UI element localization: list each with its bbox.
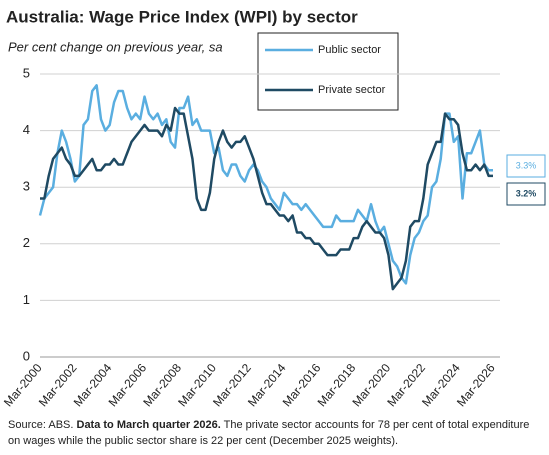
legend-label: Private sector <box>318 84 386 96</box>
y-tick-label: 2 <box>23 235 30 250</box>
source-text: The private sector accounts for 78 per c… <box>8 419 530 447</box>
end-label: 3.3% <box>516 160 537 170</box>
series-line <box>40 106 493 291</box>
legend-label: Public sector <box>318 44 381 56</box>
y-tick-label: 5 <box>23 65 30 80</box>
y-tick-label: 3 <box>23 179 30 194</box>
y-tick-label: 4 <box>23 122 30 137</box>
chart-subtitle: Per cent change on previous year, sa <box>8 39 223 54</box>
end-label-box <box>506 154 546 178</box>
x-tick-label: Mar-2026 <box>454 361 498 410</box>
legend-box <box>257 32 399 111</box>
source-prefix: Source: ABS. <box>8 419 74 431</box>
source-bold: Data to March quarter 2026. <box>76 419 221 431</box>
chart: Australia: Wage Price Index (WPI) by sec… <box>1 7 546 410</box>
source-note: Source: ABS. Data to March quarter 2026.… <box>8 417 544 449</box>
series-line <box>38 84 493 285</box>
y-tick-label: 0 <box>23 348 30 363</box>
chart-title: Australia: Wage Price Index (WPI) by sec… <box>6 7 358 26</box>
end-label: 3.2% <box>516 188 537 198</box>
y-tick-label: 1 <box>23 292 30 307</box>
end-label-box <box>506 182 546 206</box>
